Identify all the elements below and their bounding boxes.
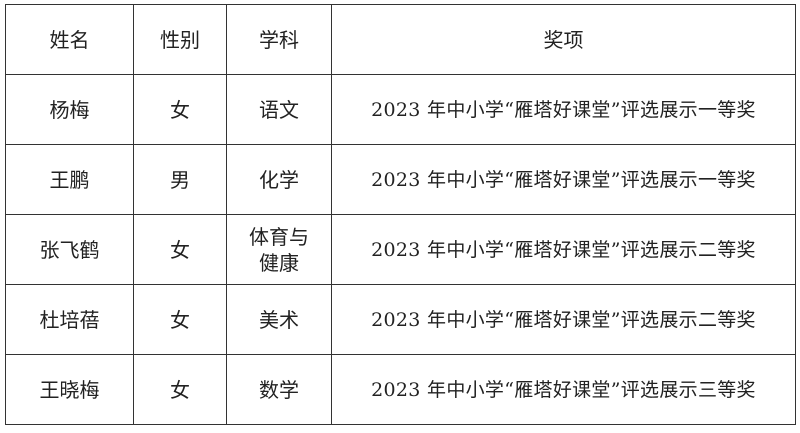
cell-award: 2023 年中小学“雁塔好课堂”评选展示二等奖	[331, 214, 796, 285]
header-subject: 学科	[226, 4, 332, 75]
header-row: 姓名 性别 学科 奖项	[5, 4, 796, 75]
cell-award: 2023 年中小学“雁塔好课堂”评选展示一等奖	[331, 144, 796, 215]
cell-subject: 数学	[226, 354, 332, 425]
cell-gender: 女	[133, 74, 227, 145]
cell-gender: 女	[133, 214, 227, 285]
cell-name: 杨梅	[5, 74, 134, 145]
cell-subject: 体育与健康	[226, 214, 332, 285]
table-row: 王晓梅 女 数学 2023 年中小学“雁塔好课堂”评选展示三等奖	[5, 354, 796, 425]
awards-table: 姓名 性别 学科 奖项 杨梅 女 语文 2023 年中小学“雁塔好课堂”评选展示…	[5, 4, 796, 425]
cell-subject: 化学	[226, 144, 332, 215]
cell-gender: 女	[133, 354, 227, 425]
cell-name: 王鹏	[5, 144, 134, 215]
table-row: 杨梅 女 语文 2023 年中小学“雁塔好课堂”评选展示一等奖	[5, 74, 796, 145]
cell-name: 杜培蓓	[5, 284, 134, 355]
cell-gender: 男	[133, 144, 227, 215]
table-row: 张飞鹤 女 体育与健康 2023 年中小学“雁塔好课堂”评选展示二等奖	[5, 214, 796, 285]
cell-name: 王晓梅	[5, 354, 134, 425]
cell-gender: 女	[133, 284, 227, 355]
cell-subject: 美术	[226, 284, 332, 355]
cell-award: 2023 年中小学“雁塔好课堂”评选展示一等奖	[331, 74, 796, 145]
cell-award: 2023 年中小学“雁塔好课堂”评选展示三等奖	[331, 354, 796, 425]
cell-name: 张飞鹤	[5, 214, 134, 285]
table-row: 杜培蓓 女 美术 2023 年中小学“雁塔好课堂”评选展示二等奖	[5, 284, 796, 355]
table-row: 王鹏 男 化学 2023 年中小学“雁塔好课堂”评选展示一等奖	[5, 144, 796, 215]
header-name: 姓名	[5, 4, 134, 75]
cell-subject-text: 体育与健康	[249, 224, 309, 275]
cell-award: 2023 年中小学“雁塔好课堂”评选展示二等奖	[331, 284, 796, 355]
cell-subject: 语文	[226, 74, 332, 145]
header-award: 奖项	[331, 4, 796, 75]
header-gender: 性别	[133, 4, 227, 75]
